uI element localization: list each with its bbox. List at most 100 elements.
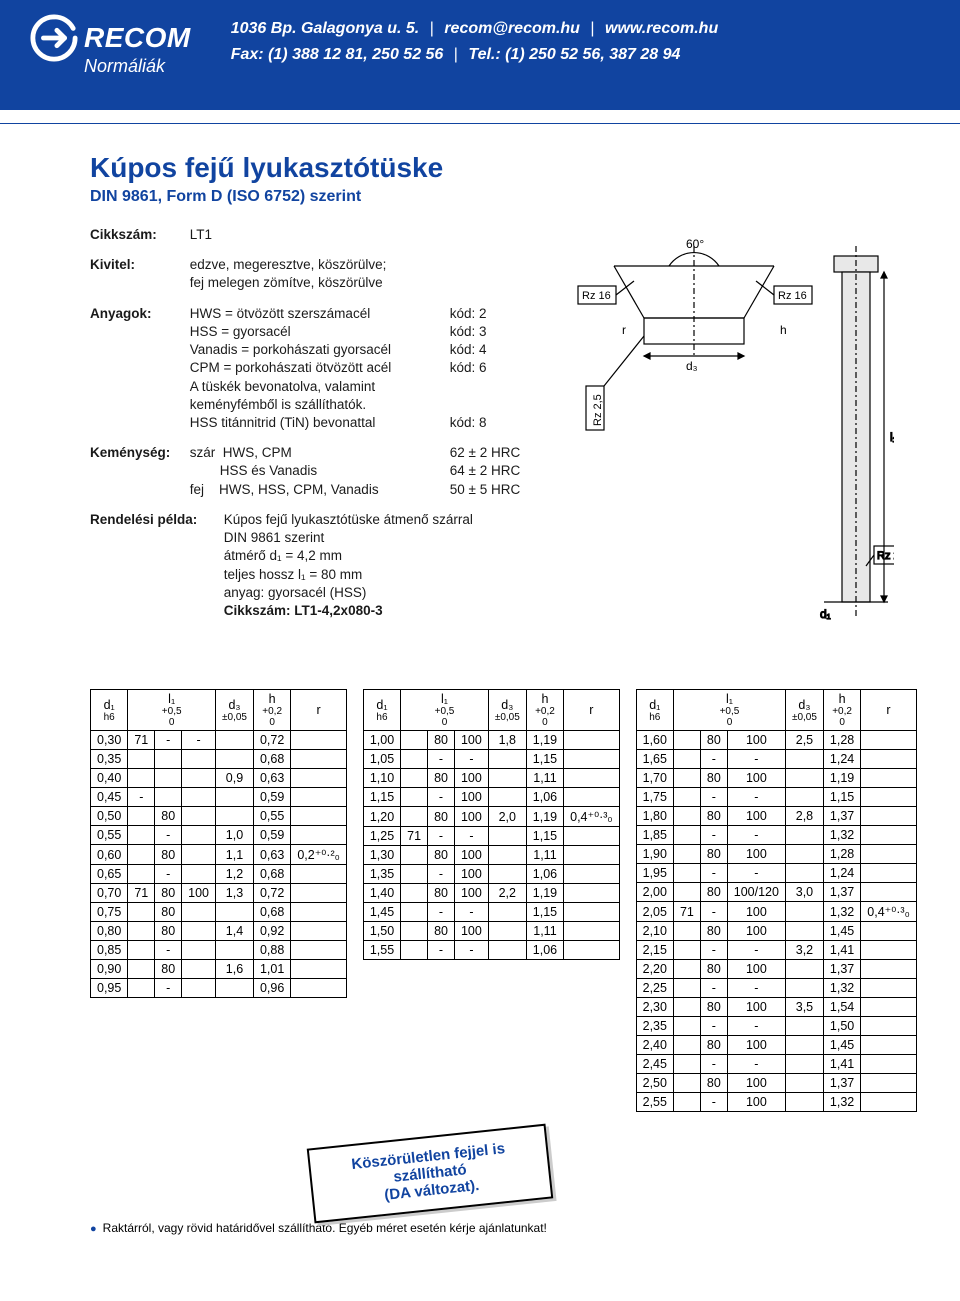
table-cell [182, 960, 216, 979]
table-cell [401, 788, 428, 807]
table-cell: - [454, 827, 488, 846]
table-cell [564, 884, 620, 903]
table-cell [155, 788, 182, 807]
table-cell: 80 [155, 884, 182, 903]
table-cell: 0,55 [253, 807, 290, 826]
table-cell: 100 [727, 1036, 785, 1055]
table-cell: - [700, 864, 727, 883]
table-cell [673, 979, 700, 998]
table-cell: 0,59 [253, 788, 290, 807]
table-cell [564, 827, 620, 846]
table-cell: 1,6 [216, 960, 254, 979]
technical-diagram: 60° d₃ Rz 16 Rz 16 r h [564, 226, 920, 649]
table-cell: 71 [673, 902, 700, 922]
table-cell: 0,68 [253, 750, 290, 769]
table-cell: 1,1 [216, 845, 254, 865]
table-cell [564, 941, 620, 960]
table-cell: 3,0 [785, 883, 823, 902]
code-value: LT1 [190, 226, 560, 244]
table-cell: 2,10 [636, 922, 673, 941]
table-cell [861, 1093, 917, 1112]
table-cell: 80 [155, 903, 182, 922]
table-cell: 0,92 [253, 922, 290, 941]
table-cell: - [700, 1093, 727, 1112]
separator: | [584, 20, 600, 37]
design-label: Kivitel: [90, 256, 186, 274]
dimension-table-2: d₁h6 l₁+0,5 0 d₃±0,05 h+0,2 0 r 1,008010… [363, 689, 620, 960]
table-cell [673, 788, 700, 807]
table-cell: 100 [727, 922, 785, 941]
product-title: Kúpos fejű lyukasztótüske [90, 152, 920, 184]
table-cell: 0,9 [216, 769, 254, 788]
table-cell [291, 807, 347, 826]
table-cell: 80 [700, 883, 727, 902]
table-cell: 0,63 [253, 769, 290, 788]
table-cell: 1,0 [216, 826, 254, 845]
table-cell [564, 846, 620, 865]
table-cell: 80 [700, 1074, 727, 1093]
table-cell [673, 845, 700, 864]
table-cell: 1,60 [636, 731, 673, 750]
table-cell [785, 750, 823, 769]
table-cell: 0,68 [253, 865, 290, 884]
table-cell [861, 750, 917, 769]
table-cell: 3,5 [785, 998, 823, 1017]
table-cell: 1,11 [526, 769, 563, 788]
table-cell: 1,28 [823, 845, 860, 864]
table-cell: - [727, 826, 785, 845]
table-cell: 80 [428, 922, 455, 941]
table-cell: 1,15 [363, 788, 400, 807]
hardness-list: szár HWS, CPM62 ± 2 HRC HSS és Vanadis64… [190, 444, 560, 499]
table-cell: 1,19 [526, 807, 563, 827]
table-cell [291, 750, 347, 769]
table-cell: 1,8 [488, 731, 526, 750]
table-cell: 1,19 [526, 884, 563, 903]
table-cell: 0,70 [91, 884, 128, 903]
table-cell: 100 [454, 884, 488, 903]
table-cell: - [182, 731, 216, 750]
table-cell [785, 788, 823, 807]
design-value: edzve, megeresztve, köszörülve; fej mele… [190, 256, 560, 292]
table-cell: 100 [182, 884, 216, 903]
table-cell: 1,00 [363, 731, 400, 750]
table-cell [673, 864, 700, 883]
table-cell [401, 750, 428, 769]
table-cell: 0,80 [91, 922, 128, 941]
table-cell: 1,32 [823, 1093, 860, 1112]
table-cell [291, 769, 347, 788]
table-cell [861, 960, 917, 979]
table-cell: 1,50 [363, 922, 400, 941]
table-cell [488, 750, 526, 769]
table-cell: 1,70 [636, 769, 673, 788]
spec-text: Cikkszám: LT1 Kivitel: edzve, megeresztv… [90, 226, 564, 649]
table-cell: - [700, 941, 727, 960]
materials-list: HWS = ötvözött szerszámacélkód: 2HSS = g… [190, 305, 560, 433]
table-cell [785, 902, 823, 922]
svg-text:d₁: d₁ [820, 607, 831, 621]
order-text: Kúpos fejű lyukasztótüske átmenő szárral… [224, 512, 473, 600]
table-cell: 80 [428, 807, 455, 827]
code-label: Cikkszám: [90, 226, 186, 244]
table-cell: 80 [155, 922, 182, 941]
table-cell [673, 1055, 700, 1074]
table-cell [182, 769, 216, 788]
table-cell: 2,40 [636, 1036, 673, 1055]
table-cell: - [727, 864, 785, 883]
table-cell [673, 941, 700, 960]
table-cell: 0,96 [253, 979, 290, 998]
table-cell [861, 864, 917, 883]
table-cell [785, 826, 823, 845]
table-cell: 1,85 [636, 826, 673, 845]
table-cell [155, 769, 182, 788]
table-cell [785, 979, 823, 998]
dimension-table-1: d₁h6 l₁+0,5 0 d₃±0,05 h+0,2 0 r 0,3071--… [90, 689, 347, 998]
table-cell: 0,4⁺⁰·³₀ [861, 902, 917, 922]
table-cell: 1,55 [363, 941, 400, 960]
table-cell: 1,06 [526, 941, 563, 960]
table-cell: 1,32 [823, 979, 860, 998]
table-cell: 2,55 [636, 1093, 673, 1112]
table-cell: 2,25 [636, 979, 673, 998]
table-cell [216, 750, 254, 769]
table-cell: 2,8 [785, 807, 823, 826]
table-cell: - [155, 865, 182, 884]
